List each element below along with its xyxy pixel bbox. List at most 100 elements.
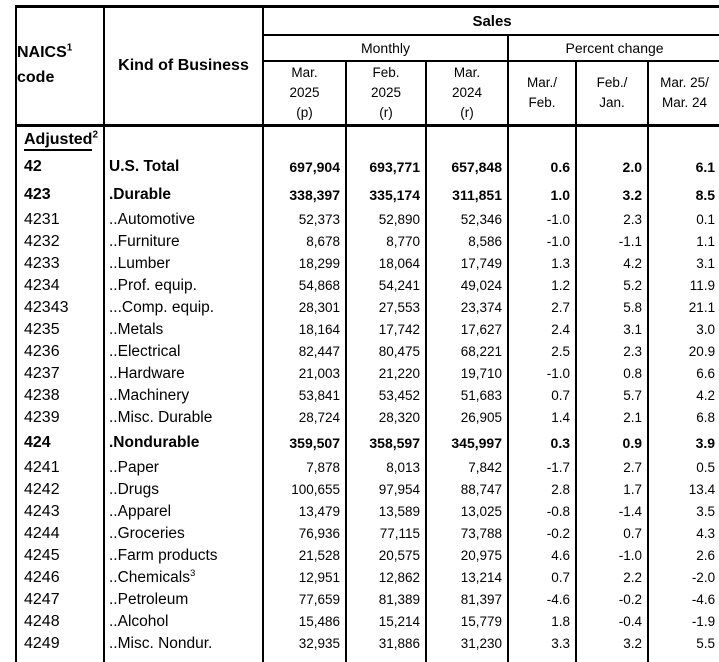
table-row: 4231 ..Automotive 52,373 52,890 52,346 -1.0 2.… bbox=[16, 208, 719, 231]
percent-change-cell: 0.8 bbox=[575, 362, 648, 385]
percent-change-cell: 6.1 bbox=[646, 152, 719, 181]
kind-of-business-cell: ..Farm products bbox=[103, 544, 263, 567]
column-header-mar-2025: Mar. 2025 (p) bbox=[262, 61, 346, 126]
table-row: 4237 ..Hardware 21,003 21,220 19,710 -1.0 0.8 6… bbox=[16, 362, 719, 385]
monthly-value-cell: 81,389 bbox=[345, 588, 426, 611]
monthly-value-cell: 338,397 bbox=[262, 180, 346, 209]
empty-cell bbox=[16, 655, 104, 662]
table-row: 42343 ...Comp. equip. 28,301 27,553 23,374 2.… bbox=[16, 296, 719, 319]
monthly-value-cell: 358,597 bbox=[345, 428, 426, 457]
table-row: 4241 ..Paper 7,878 8,013 7,842 -1.7 2.7 0.5 bbox=[16, 456, 719, 479]
naics-code-cell: 4243 bbox=[24, 502, 60, 520]
percent-change-cell: 1.8 bbox=[507, 610, 576, 633]
kind-of-business-cell: ..Groceries bbox=[103, 522, 263, 545]
naics-code-cell: 4233 bbox=[24, 254, 60, 272]
monthly-value-cell: 77,115 bbox=[345, 522, 426, 545]
monthly-value-cell: 100,655 bbox=[262, 478, 346, 501]
monthly-value-cell: 15,214 bbox=[345, 610, 426, 633]
kind-of-business-cell: ..Metals bbox=[103, 318, 263, 341]
empty-cell bbox=[575, 654, 648, 662]
empty-cell bbox=[507, 654, 576, 662]
monthly-value-cell: 73,788 bbox=[425, 522, 508, 545]
naics-code-cell: 4244 bbox=[24, 524, 60, 542]
table-row: 4242 ..Drugs 100,655 97,954 88,747 2.8 1.7 13.4 bbox=[16, 478, 719, 501]
kind-of-business-cell: ..Hardware bbox=[103, 362, 263, 385]
naics-code-cell: 4245 bbox=[24, 546, 60, 564]
percent-change-cell: 2.2 bbox=[575, 566, 648, 589]
percent-change-cell: 0.7 bbox=[507, 384, 576, 407]
table-row: 4249 ..Misc. Nondur. 32,935 31,886 31,230 3.3… bbox=[16, 632, 719, 655]
percent-change-cell: 3.3 bbox=[507, 632, 576, 655]
monthly-value-cell: 77,659 bbox=[262, 588, 346, 611]
section-label-cell: Adjusted2 bbox=[16, 124, 104, 153]
table-row: 4239 ..Misc. Durable 28,724 28,320 26,905 1.4… bbox=[16, 406, 719, 429]
percent-change-cell: 2.3 bbox=[575, 208, 648, 231]
percent-change-header: Percent change bbox=[506, 35, 719, 62]
kind-of-business-cell: ..Automotive bbox=[103, 208, 263, 231]
table-row: 4246 ..Chemicals3 12,951 12,862 13,214 0.7 2.2… bbox=[16, 566, 719, 589]
percent-change-cell: 3.0 bbox=[646, 318, 719, 341]
kind-of-business-cell: ..Petroleum bbox=[103, 588, 263, 611]
footnote-marker: 3 bbox=[189, 567, 196, 579]
kind-of-business-cell: ..Lumber bbox=[103, 252, 263, 275]
monthly-value-cell: 15,779 bbox=[425, 610, 508, 633]
percent-change-cell: 2.5 bbox=[507, 340, 576, 363]
percent-change-cell: -4.6 bbox=[507, 588, 576, 611]
cutoff-row bbox=[16, 654, 719, 662]
percent-change-cell: -1.1 bbox=[575, 230, 648, 253]
monthly-value-cell: 52,373 bbox=[262, 208, 346, 231]
percent-change-cell: -0.8 bbox=[507, 500, 576, 523]
kind-of-business-cell: U.S. Total bbox=[103, 152, 263, 181]
monthly-value-cell: 15,486 bbox=[262, 610, 346, 633]
monthly-value-cell: 345,997 bbox=[425, 428, 508, 457]
monthly-value-cell: 21,003 bbox=[262, 362, 346, 385]
monthly-value-cell: 82,447 bbox=[262, 340, 346, 363]
monthly-value-cell: 28,320 bbox=[345, 406, 426, 429]
monthly-value-cell: 49,024 bbox=[425, 274, 508, 297]
percent-change-cell: -1.0 bbox=[507, 362, 576, 385]
percent-change-cell: 0.5 bbox=[646, 456, 719, 479]
percent-change-cell: 5.5 bbox=[646, 632, 719, 655]
naics-code-header: NAICS1 code bbox=[16, 7, 104, 126]
monthly-value-cell: 68,221 bbox=[425, 340, 508, 363]
monthly-value-cell: 13,214 bbox=[425, 566, 508, 589]
adjusted-label: Adjusted bbox=[24, 130, 93, 151]
naics-code-cell: 4235 bbox=[24, 320, 60, 338]
monthly-value-cell: 18,164 bbox=[262, 318, 346, 341]
monthly-value-cell: 697,904 bbox=[262, 152, 346, 181]
percent-change-cell: 1.4 bbox=[507, 406, 576, 429]
kind-of-business-header: Kind of Business bbox=[103, 6, 263, 126]
monthly-value-cell: 53,452 bbox=[345, 384, 426, 407]
kind-of-business-cell: ..Apparel bbox=[103, 500, 263, 523]
kind-of-business-cell: ..Drugs bbox=[103, 478, 263, 501]
monthly-value-cell: 17,627 bbox=[425, 318, 508, 341]
percent-change-cell: 2.7 bbox=[507, 296, 576, 319]
naics-footnote-marker: 1 bbox=[66, 42, 73, 54]
empty-cell bbox=[262, 654, 346, 662]
table-row: 4247 ..Petroleum 77,659 81,389 81,397 -4.6 -0.… bbox=[16, 588, 719, 611]
monthly-value-cell: 20,575 bbox=[345, 544, 426, 567]
monthly-value-cell: 52,890 bbox=[345, 208, 426, 231]
column-header-feb-2025: Feb. 2025 (r) bbox=[345, 61, 426, 126]
monthly-value-cell: 53,841 bbox=[262, 384, 346, 407]
percent-change-cell: -0.2 bbox=[575, 588, 648, 611]
monthly-value-cell: 88,747 bbox=[425, 478, 508, 501]
empty-cell bbox=[425, 124, 508, 153]
percent-change-cell: 2.1 bbox=[575, 406, 648, 429]
monthly-value-cell: 13,025 bbox=[425, 500, 508, 523]
percent-change-cell: 3.1 bbox=[646, 252, 719, 275]
monthly-value-cell: 23,374 bbox=[425, 296, 508, 319]
empty-cell bbox=[646, 654, 719, 662]
percent-change-cell: 5.7 bbox=[575, 384, 648, 407]
monthly-value-cell: 17,749 bbox=[425, 252, 508, 275]
monthly-value-cell: 31,886 bbox=[345, 632, 426, 655]
empty-cell bbox=[345, 654, 426, 662]
table-row: 4238 ..Machinery 53,841 53,452 51,683 0.7 5.7 4… bbox=[16, 384, 719, 407]
empty-cell bbox=[507, 124, 576, 153]
percent-change-cell: -0.4 bbox=[575, 610, 648, 633]
naics-code-cell: 4247 bbox=[24, 590, 60, 608]
percent-change-cell: 6.8 bbox=[646, 406, 719, 429]
percent-change-cell: 6.6 bbox=[646, 362, 719, 385]
monthly-value-cell: 8,586 bbox=[425, 230, 508, 253]
monthly-value-cell: 54,241 bbox=[345, 274, 426, 297]
